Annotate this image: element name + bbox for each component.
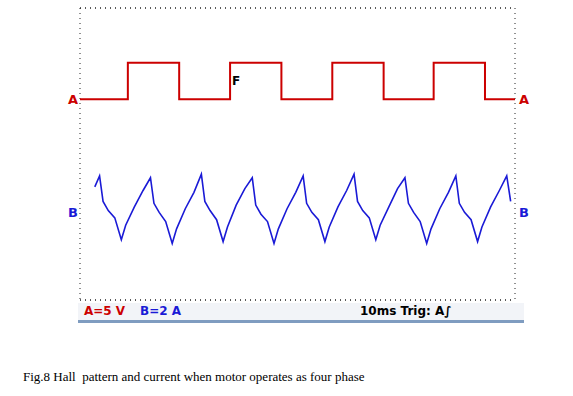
svg-text:F: F [232, 74, 240, 88]
svg-text:B: B [519, 205, 529, 220]
html-text:A=5 V: A=5 V [84, 304, 126, 318]
svg-text:A: A [68, 92, 78, 107]
html-text:10ms Trig: A∫: 10ms Trig: A∫ [360, 304, 452, 318]
svg-text:B: B [68, 205, 78, 220]
svg-text:A: A [519, 92, 529, 107]
html-text:Fig.8 Hall pattern and current: Fig.8 Hall pattern and current when moto… [23, 369, 365, 384]
html-text:B=2 A: B=2 A [140, 304, 181, 318]
